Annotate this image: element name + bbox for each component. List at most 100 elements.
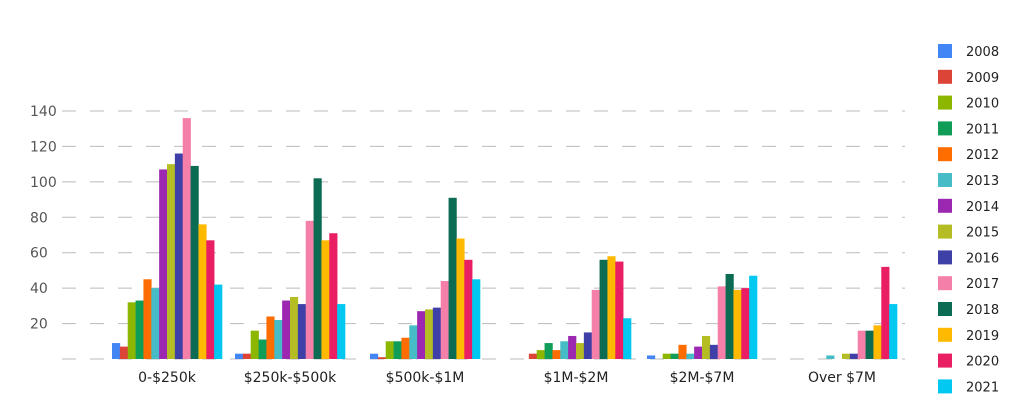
bar-2020-4 [741, 288, 750, 359]
legend-label: 2019 [966, 329, 999, 344]
bar-2020-1 [329, 233, 338, 359]
bar-2011-4 [670, 353, 679, 359]
bar-2016-1 [297, 304, 307, 359]
bar-2019-1 [321, 240, 330, 359]
bar-2010-1 [250, 330, 259, 359]
bar-2013-1 [274, 320, 283, 359]
bar-2013-3 [560, 341, 569, 359]
bar-2014-2 [417, 311, 426, 359]
legend-swatch [938, 224, 952, 239]
bar-2010-2 [385, 341, 394, 359]
legend-label: 2012 [966, 148, 999, 163]
bar-2008-2 [370, 353, 379, 359]
bar-2019-5 [873, 325, 882, 359]
legend-label: 2018 [966, 303, 999, 318]
bar-2019-0 [198, 224, 207, 359]
legend-label: 2011 [966, 122, 999, 137]
legend: 2008 2009 2010 2011 2012 2013 2014 2015 2016 2017… [938, 44, 999, 395]
legend-swatch [938, 353, 952, 368]
bar-2021-1 [337, 304, 346, 359]
bar-2017-3 [591, 289, 600, 359]
bar-2017-1 [305, 220, 314, 359]
bar-2015-3 [576, 343, 585, 359]
legend-swatch [938, 379, 952, 394]
legend-swatch [938, 95, 952, 110]
bar-2008-4 [647, 355, 656, 359]
bar-2018-1 [313, 178, 322, 359]
x-category-label: 0-$250k [138, 370, 197, 386]
bar-2012-2 [401, 337, 410, 359]
legend-label: 2017 [966, 277, 999, 292]
y-tick-label: 100 [30, 175, 57, 191]
bar-2020-5 [881, 266, 890, 359]
bar-2009-1 [242, 353, 252, 359]
x-category-label: Over $7M [808, 370, 876, 386]
bar-2018-5 [865, 330, 874, 359]
x-category-label: $500k-$1M [386, 370, 465, 386]
bar-2017-5 [857, 330, 866, 359]
bar-2011-1 [258, 339, 267, 359]
bar-2016-5 [849, 353, 859, 359]
legend-swatch [938, 147, 952, 162]
bar-2021-3 [623, 318, 632, 359]
legend-swatch [938, 198, 952, 213]
y-tick-label: 40 [30, 281, 48, 297]
bar-2014-3 [568, 335, 577, 359]
bar-2008-1 [235, 353, 244, 359]
bar-2009-0 [119, 346, 129, 359]
bar-2014-0 [159, 169, 168, 359]
legend-swatch [938, 69, 952, 84]
legend-swatch [938, 250, 952, 265]
legend-swatch [938, 121, 952, 136]
bar-2014-1 [282, 300, 291, 359]
bar-2015-4 [702, 335, 711, 359]
bar-2021-2 [472, 279, 481, 359]
legend-swatch [938, 276, 952, 291]
y-axis: 20 40 60 80 100 120 140 [30, 104, 57, 333]
legend-label: 2009 [966, 71, 999, 86]
bar-2013-0 [151, 288, 160, 359]
legend-label: 2014 [966, 200, 999, 215]
bar-2010-4 [662, 353, 671, 359]
legend-label: 2008 [966, 45, 999, 60]
bar-2013-4 [686, 353, 695, 359]
bar-2008-0 [112, 343, 121, 359]
bar-2020-2 [464, 259, 473, 359]
bar-2018-2 [448, 197, 457, 359]
legend-label: 2020 [966, 355, 999, 370]
bar-2021-4 [749, 275, 758, 359]
legend-swatch [938, 44, 952, 58]
bar-2009-3 [528, 353, 538, 359]
bar-2020-3 [615, 261, 624, 359]
y-tick-label: 20 [30, 317, 48, 333]
bar-2012-3 [552, 350, 561, 359]
x-category-label: $250k-$500k [244, 370, 337, 386]
bar-2020-0 [206, 240, 215, 359]
bar-2016-2 [432, 307, 442, 359]
legend-label: 2016 [966, 251, 999, 266]
bar-2021-0 [214, 284, 223, 359]
y-tick-label: 140 [30, 104, 57, 120]
x-category-label: $1M-$2M [544, 370, 609, 386]
y-tick-label: 80 [30, 210, 48, 226]
bar-2017-0 [182, 118, 191, 359]
bars [112, 118, 898, 359]
y-tick-label: 60 [30, 246, 48, 262]
bar-2015-0 [167, 164, 176, 359]
bar-2016-4 [709, 344, 719, 359]
bar-2010-3 [536, 350, 545, 359]
bar-2021-5 [889, 304, 898, 359]
x-axis: 0-$250k $250k-$500k $500k-$1M $1M-$2M $2M-$7… [138, 370, 876, 386]
bar-2012-0 [143, 279, 152, 359]
legend-label: 2010 [966, 97, 999, 112]
bar-2018-4 [725, 273, 734, 359]
bar-2013-5 [826, 355, 835, 359]
bar-2016-0 [174, 153, 184, 359]
bar-2019-4 [733, 289, 742, 359]
y-tick-label: 120 [30, 139, 57, 155]
bar-2018-3 [599, 259, 608, 359]
legend-swatch [938, 302, 952, 316]
legend-label: 2013 [966, 174, 999, 189]
bar-2017-4 [717, 286, 726, 359]
bar-2012-1 [266, 316, 275, 359]
